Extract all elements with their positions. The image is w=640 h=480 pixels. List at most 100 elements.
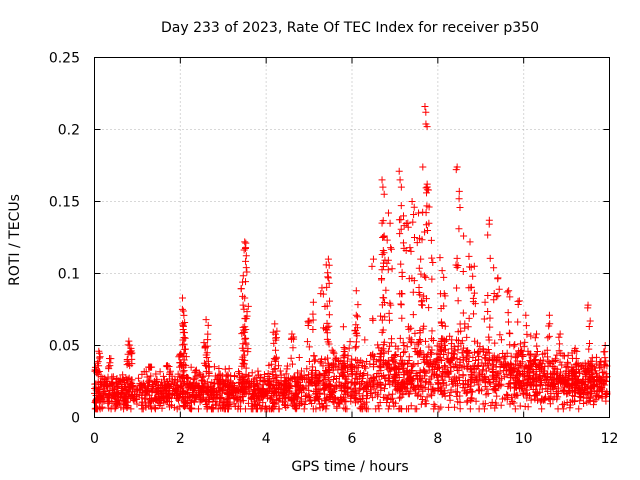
spike-trail-point [325,340,333,348]
spike-trail-point [385,360,393,368]
spike-point [400,212,407,220]
spike-trail-point [459,309,467,317]
background-point [396,404,404,412]
background-point [485,364,493,372]
background-point [301,400,309,408]
background-point [124,375,132,383]
background-point [425,366,433,374]
spike-trail-point [240,360,248,368]
spike-trail-point [386,342,394,350]
spike-trail-point [309,310,317,318]
background-point [265,404,273,412]
background-point [552,389,560,397]
spike-trail-point [397,300,405,308]
background-point [385,391,393,399]
background-point [566,404,574,412]
spike-trail-point [417,298,425,306]
background-point [487,402,495,410]
background-point [252,400,260,408]
background-point [316,404,324,412]
spike-trail-point [237,285,245,293]
background-point [538,405,546,413]
background-point [501,352,509,360]
spike-trail-point [420,322,428,330]
background-point [215,385,223,393]
background-point [354,364,362,372]
spike-trail-point [309,316,317,324]
background-point [557,372,565,380]
background-point [437,403,445,411]
background-point [510,379,518,387]
background-point [429,337,437,345]
spike-point [352,287,360,295]
background-point [311,396,319,404]
background-point [476,343,484,351]
background-point [488,398,496,406]
spike-trail-point [128,355,136,363]
background-point [298,373,306,381]
background-point [568,364,576,372]
background-point [533,388,541,396]
spike-trail-point [340,363,348,371]
background-point [491,339,499,347]
spike-trail-point [425,304,433,312]
background-point [250,401,258,409]
background-point [283,362,291,370]
background-point [236,405,244,413]
background-point [451,403,459,411]
spike-trail-point [388,335,396,343]
background-point [122,397,130,405]
spike-trail-point [422,273,430,281]
background-point [157,378,165,386]
spike-trail-point [377,312,385,320]
background-point [258,394,266,402]
background-point [599,373,607,381]
background-point [218,389,226,397]
spike-trail-point [242,257,250,265]
background-point [392,350,400,358]
background-point [261,378,269,386]
background-point [506,372,514,380]
spike-trail-point [178,341,186,349]
spike-point [422,108,430,116]
background-point [280,401,288,409]
spike-trail-point [107,355,115,363]
spike-trail-point [288,334,296,342]
background-point [510,390,518,398]
spike-trail-point [453,284,461,292]
background-point [570,375,578,383]
spike-trail-point [452,261,460,269]
background-point [466,364,474,372]
background-point [435,363,443,371]
background-point [356,384,364,392]
background-point [510,399,518,407]
background-point [159,393,167,401]
background-point [377,364,385,372]
background-point [291,402,299,410]
x-axis-label: GPS time / hours [291,459,408,475]
spike-trail-point [584,304,592,312]
background-point [205,395,213,403]
background-point [473,349,481,357]
background-point [181,394,189,402]
background-point [409,383,417,391]
spike-trail-point [379,233,387,241]
background-point [412,347,420,355]
background-point [517,384,525,392]
background-point [480,405,488,413]
spike-trail-point [180,340,188,348]
background-point [343,405,351,413]
spike-trail-point [270,339,278,347]
background-point [425,343,433,351]
background-point [553,351,561,359]
background-point [456,392,464,400]
spike-point [505,287,513,295]
spike-point [410,203,418,211]
spike-trail-point [319,290,327,298]
background-point [265,361,273,369]
background-point [192,372,200,380]
background-point [518,347,526,355]
background-point [484,346,492,354]
spike-trail-point [239,272,247,280]
background-point [445,403,453,411]
